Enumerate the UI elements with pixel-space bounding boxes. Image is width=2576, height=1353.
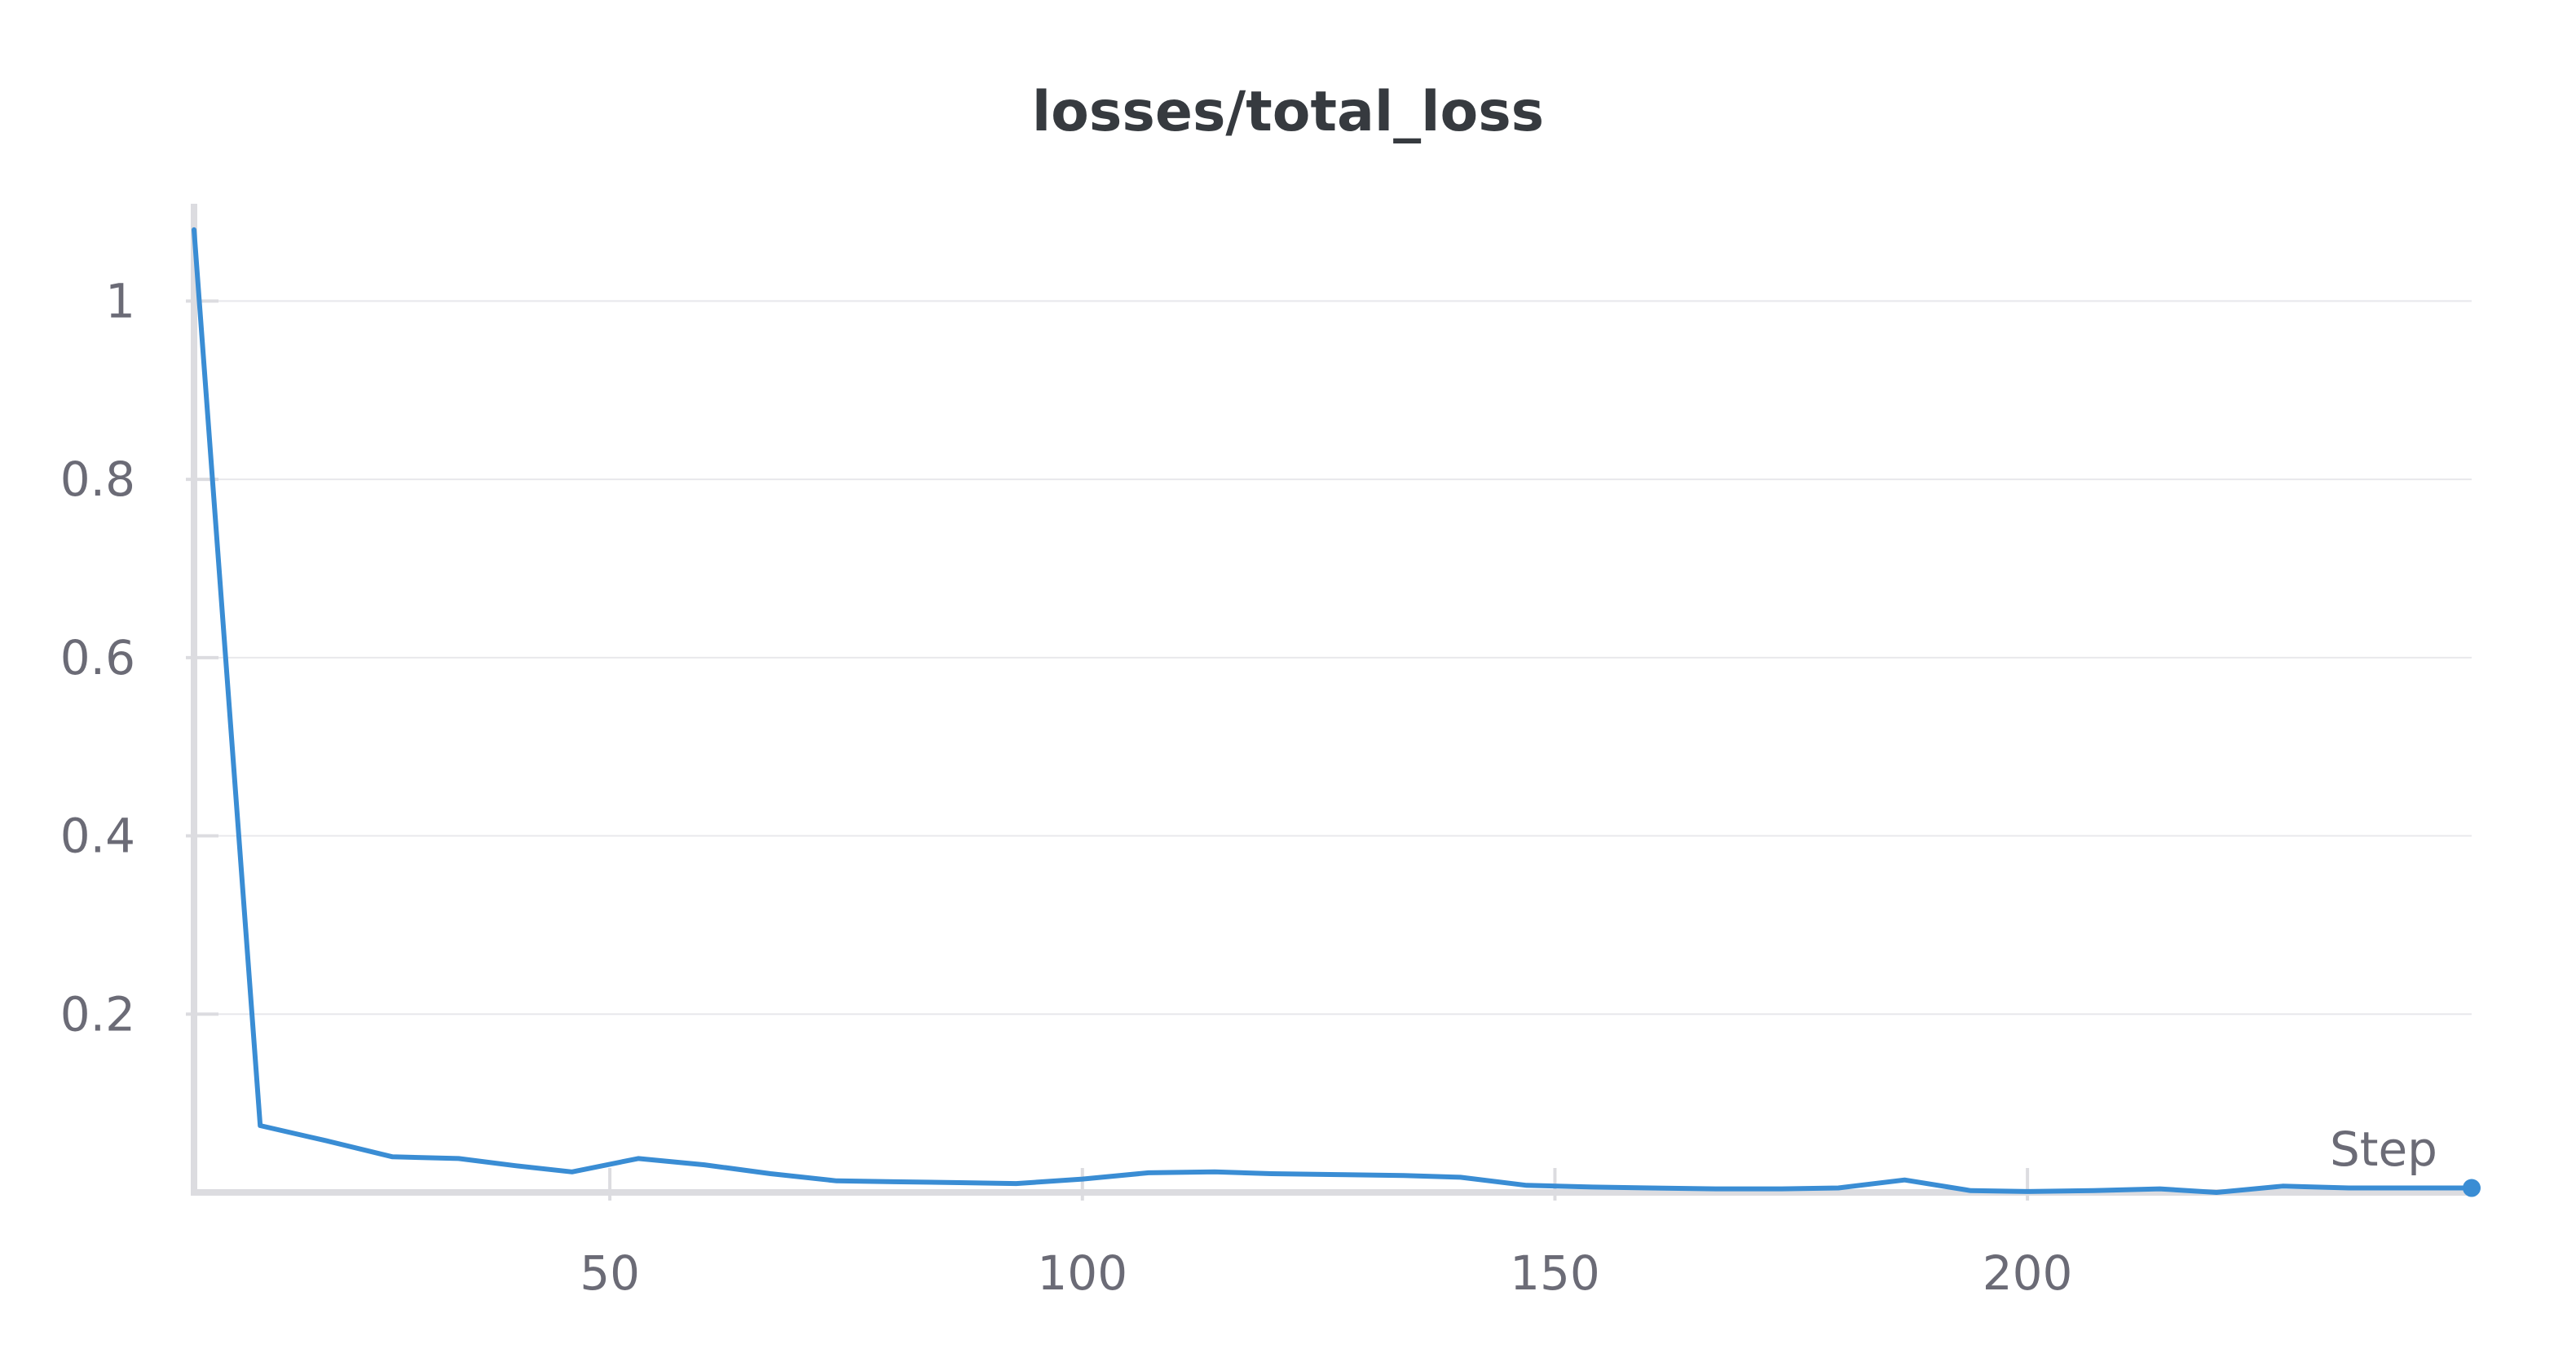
series-lines: [192, 227, 2481, 1197]
x-axis-label: Step: [2330, 1122, 2437, 1177]
y-tick-label: 0.2: [60, 986, 135, 1042]
y-tick-label: 0.6: [60, 630, 135, 685]
y-tick-label: 0.4: [60, 809, 135, 864]
chart-title: losses/total_loss: [1032, 80, 1544, 144]
y-tick-label: 1: [105, 273, 135, 328]
y-tick-label: 0.8: [60, 452, 135, 507]
x-tick-label: 150: [1510, 1245, 1600, 1301]
axes: [186, 204, 2477, 1201]
series-endpoint-marker: [2463, 1179, 2481, 1197]
series-line: [192, 227, 2474, 1195]
grid-lines: [194, 300, 2472, 1016]
x-tick-label: 50: [580, 1245, 640, 1301]
x-tick-label: 200: [1983, 1245, 2073, 1301]
x-tick-label: 100: [1037, 1245, 1127, 1301]
